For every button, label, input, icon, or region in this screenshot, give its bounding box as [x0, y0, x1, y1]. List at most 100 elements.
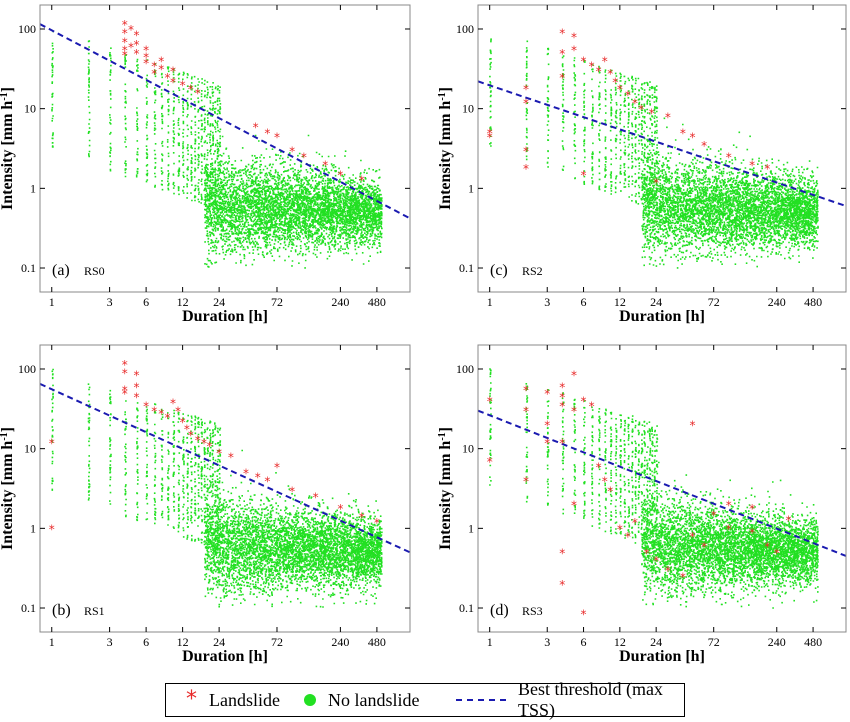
landslide-point: * — [487, 130, 493, 144]
landslide-point: * — [158, 62, 164, 76]
landslide-point: * — [559, 27, 565, 41]
landslide-point: * — [689, 419, 695, 433]
landslide-point: * — [523, 162, 529, 176]
landslide-point: * — [122, 44, 128, 58]
landslide-point: * — [175, 405, 181, 419]
landslide-point: * — [337, 168, 343, 182]
x-tick-label: 1 — [487, 635, 493, 649]
no-landslide-points — [489, 368, 819, 609]
x-tick-label: 24 — [650, 295, 662, 309]
x-tick-label: 6 — [143, 635, 149, 649]
landslide-point: * — [617, 522, 623, 536]
landslide-point: * — [749, 502, 755, 516]
no-landslide-points — [51, 30, 383, 269]
landslide-point: * — [602, 55, 608, 69]
y-tick-label: 1 — [30, 521, 36, 535]
x-tick-label: 480 — [368, 295, 386, 309]
legend-label-landslide: Landslide — [209, 689, 280, 710]
landslide-point: * — [559, 399, 565, 413]
landslide-point: * — [122, 18, 128, 32]
landslide-point: * — [188, 82, 194, 96]
landslide-point: * — [632, 96, 638, 110]
x-axis-label: Duration [h] — [182, 648, 268, 665]
y-tick-label: 1 — [468, 521, 474, 535]
landslide-point: * — [544, 436, 550, 450]
landslide-point: * — [581, 168, 587, 182]
landslide-point: * — [764, 162, 770, 176]
landslide-point: * — [653, 554, 659, 568]
landslide-point: * — [487, 127, 493, 141]
plot-frame — [39, 4, 411, 293]
landslide-point: * — [128, 23, 134, 37]
x-tick-label: 24 — [650, 635, 662, 649]
x-tick-label: 3 — [544, 635, 550, 649]
y-tick-label: 0.1 — [459, 601, 474, 615]
y-tick-label: 0.1 — [21, 601, 36, 615]
x-tick-label: 6 — [581, 635, 587, 649]
landslide-point: * — [523, 96, 529, 110]
landslide-point: * — [134, 29, 140, 43]
landslide-point: * — [164, 71, 170, 85]
landslide-point: * — [180, 415, 186, 429]
y-tick-label: 100 — [18, 22, 36, 36]
y-tick-label: 10 — [24, 442, 36, 456]
landslide-point: * — [774, 546, 780, 560]
landslide-point: * — [216, 446, 222, 460]
landslide-point: * — [143, 56, 149, 70]
landslide-point: * — [701, 540, 707, 554]
landslide-point: * — [264, 474, 270, 488]
landslide-point: * — [188, 429, 194, 443]
landslide-point: * — [134, 47, 140, 61]
landslide-point: * — [571, 31, 577, 45]
panel-label: (c) — [490, 262, 508, 279]
landslide-point: * — [559, 71, 565, 85]
y-tick-label: 100 — [18, 362, 36, 376]
landslide-point: * — [122, 48, 128, 62]
landslide-point: * — [122, 367, 128, 381]
landslide-point: * — [170, 75, 176, 89]
landslide-point: * — [143, 51, 149, 65]
landslide-point: * — [523, 474, 529, 488]
landslide-point: * — [143, 44, 149, 58]
landslide-point: * — [764, 540, 770, 554]
y-tick-label: 10 — [462, 442, 474, 456]
panel-name: RS1 — [84, 604, 105, 618]
landslide-point: * — [359, 173, 365, 187]
landslide-point: * — [134, 369, 140, 383]
landslide-point: * — [374, 516, 380, 530]
landslide-point: * — [571, 405, 577, 419]
panel-name: RS0 — [84, 264, 105, 278]
landslide-point: * — [337, 502, 343, 516]
landslide-point: * — [122, 35, 128, 49]
landslide-point: * — [680, 127, 686, 141]
landslide-point: * — [523, 82, 529, 96]
landslide-point: * — [544, 387, 550, 401]
plot-frame — [477, 4, 847, 293]
threshold-line — [478, 409, 846, 557]
landslide-point: * — [170, 65, 176, 79]
landslide-point: * — [581, 608, 587, 622]
landslide-point: * — [559, 578, 565, 592]
y-tick-label: 100 — [456, 362, 474, 376]
legend-item-landslide: * Landslide — [186, 684, 280, 716]
landslide-point: * — [134, 381, 140, 395]
x-tick-label: 1 — [487, 295, 493, 309]
landslide-point: * — [581, 55, 587, 69]
y-tick-label: 10 — [24, 102, 36, 116]
landslide-point: * — [128, 41, 134, 55]
x-axis-label: Duration [h] — [619, 648, 705, 665]
landslide-point: * — [625, 89, 631, 103]
landslide-point: * — [134, 38, 140, 52]
landslide-point: * — [523, 144, 529, 158]
landslide-point: * — [689, 530, 695, 544]
landslide-point: * — [134, 391, 140, 405]
landslide-point: * — [122, 387, 128, 401]
landslide-point: * — [274, 460, 280, 474]
landslide-point: * — [689, 130, 695, 144]
plot-frame — [39, 344, 411, 633]
landslide-point: * — [602, 474, 608, 488]
landslide-point: * — [559, 391, 565, 405]
landslide-point: * — [253, 120, 259, 134]
x-tick-label: 3 — [544, 295, 550, 309]
landslide-point: * — [301, 151, 307, 165]
